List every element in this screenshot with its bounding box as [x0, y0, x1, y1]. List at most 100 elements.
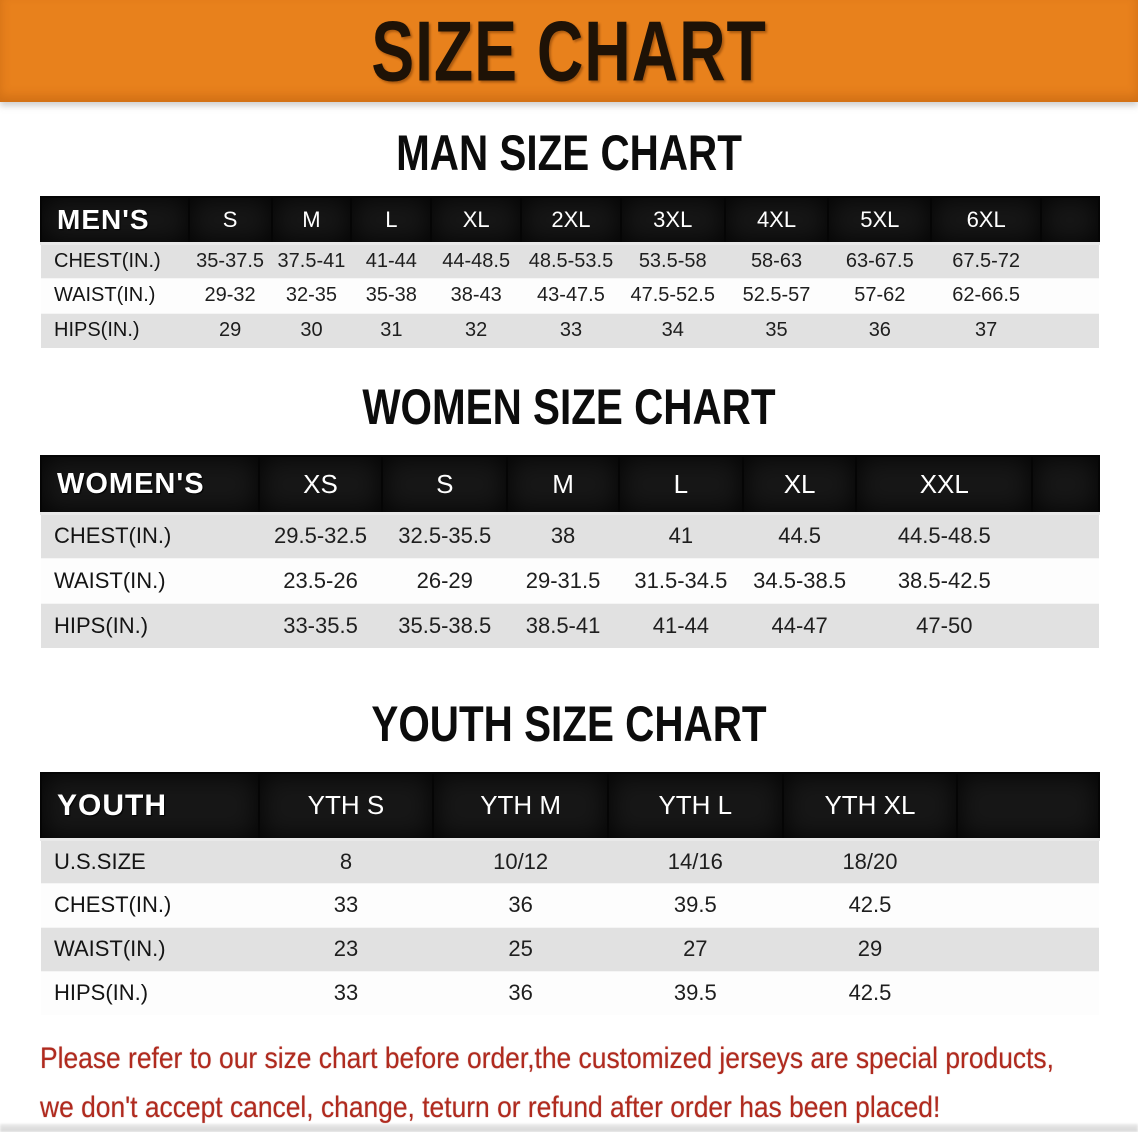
size-value-cell: 10/12: [433, 838, 608, 883]
size-value-cell: 33: [521, 312, 621, 348]
size-value-cell: 35-38: [351, 277, 432, 313]
measurement-label: CHEST(IN.): [41, 512, 259, 558]
size-column-header: L: [350, 196, 433, 245]
measurement-label: HIPS(IN.): [41, 602, 259, 648]
size-value-cell: 39.5: [607, 970, 783, 1015]
filler-cell: [957, 970, 1099, 1015]
size-value-cell: 35-37.5: [188, 242, 272, 278]
size-value-cell: 43-47.5: [521, 277, 621, 313]
measurement-row: CHEST(IN.) 29.5-32.5 32.5-35.5 38 41 44.5 44.5…: [41, 512, 1099, 558]
size-value-cell: 31.5-34.5: [618, 557, 743, 603]
measurement-label: WAIST(IN.): [41, 926, 259, 971]
measurement-row: HIPS(IN.) 29 30 31 32 33 34 35 36 37: [41, 312, 1099, 348]
filler-cell: [1032, 557, 1099, 603]
size-column-header: 4XL: [723, 196, 830, 245]
size-value-cell: 36: [433, 882, 608, 927]
measurement-row: WAIST(IN.) 23 25 27 29: [41, 926, 1099, 971]
size-value-cell: 42.5: [782, 882, 958, 927]
size-value-cell: 44.5: [742, 512, 857, 558]
size-value-cell: 23: [258, 926, 434, 971]
size-value-cell: 41-44: [618, 602, 743, 648]
size-value-cell: 8: [258, 838, 434, 883]
size-value-cell: 48.5-53.5: [521, 242, 621, 278]
size-value-cell: 38.5-41: [507, 602, 619, 648]
size-column-header: 3XL: [619, 196, 726, 245]
size-value-cell: 29: [188, 312, 272, 348]
size-column-header: 5XL: [827, 196, 933, 245]
size-column-header: XL: [741, 455, 858, 515]
size-value-cell: 33-35.5: [258, 602, 383, 648]
size-value-cell: 62-66.5: [931, 277, 1042, 313]
men-size-table: MEN'S S M L XL 2XL 3XL 4XL 5XL 6XL CHEST(IN.) 35-37…: [40, 196, 1100, 348]
filler-cell: [1041, 312, 1099, 348]
size-value-cell: 37: [931, 312, 1042, 348]
women-section-heading: WOMEN SIZE CHART: [362, 380, 776, 436]
size-value-cell: 25: [433, 926, 608, 971]
measurement-label: CHEST(IN.): [41, 882, 259, 927]
size-column-header: XL: [430, 196, 523, 245]
filler-cell: [956, 772, 1100, 841]
measurement-row: WAIST(IN.) 23.5-26 26-29 29-31.5 31.5-34.5 34…: [41, 557, 1099, 603]
table-header-row: MEN'S S M L XL 2XL 3XL 4XL 5XL 6XL: [40, 196, 1100, 245]
size-value-cell: 36: [828, 312, 932, 348]
measurement-label: U.S.SIZE: [41, 838, 259, 883]
measurement-label: HIPS(IN.): [41, 312, 189, 348]
size-value-cell: 33: [258, 882, 434, 927]
disclaimer-line-1: Please refer to our size chart before or…: [40, 1042, 1054, 1075]
size-value-cell: 26-29: [382, 557, 508, 603]
size-value-cell: 44-48.5: [431, 242, 522, 278]
size-value-cell: 18/20: [782, 838, 958, 883]
size-value-cell: 32: [431, 312, 522, 348]
measurement-row: HIPS(IN.) 33-35.5 35.5-38.5 38.5-41 41-44 44-…: [41, 602, 1099, 648]
measurement-row: CHEST(IN.) 35-37.5 37.5-41 41-44 44-48.5 48.5…: [41, 242, 1099, 278]
filler-cell: [957, 838, 1099, 883]
size-value-cell: 41: [618, 512, 743, 558]
size-value-cell: 58-63: [724, 242, 829, 278]
women-size-table: WOMEN'S XS S M L XL XXL CHEST(IN.) 29.5-32.5 32.5…: [40, 455, 1100, 648]
size-value-cell: 30: [271, 312, 352, 348]
filler-cell: [1032, 602, 1099, 648]
disclaimer: Please refer to our size chart before or…: [40, 1034, 1131, 1132]
size-column-header: YTH S: [257, 772, 435, 841]
men-section-heading: MAN SIZE CHART: [396, 126, 742, 182]
measurement-row: CHEST(IN.) 33 36 39.5 42.5: [41, 882, 1099, 927]
size-value-cell: 53.5-58: [620, 242, 725, 278]
filler-cell: [1032, 512, 1099, 558]
size-value-cell: 35: [724, 312, 829, 348]
size-column-header: XS: [257, 455, 384, 515]
size-value-cell: 23.5-26: [258, 557, 383, 603]
size-value-cell: 47-50: [856, 602, 1033, 648]
size-value-cell: 39.5: [607, 882, 783, 927]
size-value-cell: 29: [782, 926, 958, 971]
measurement-label: WAIST(IN.): [41, 557, 259, 603]
size-value-cell: 52.5-57: [724, 277, 829, 313]
size-value-cell: 32-35: [271, 277, 352, 313]
size-value-cell: 63-67.5: [828, 242, 932, 278]
size-value-cell: 27: [607, 926, 783, 971]
measurement-row: U.S.SIZE 8 10/12 14/16 18/20: [41, 838, 1099, 883]
measurement-label: WAIST(IN.): [41, 277, 189, 313]
measurement-row: WAIST(IN.) 29-32 32-35 35-38 38-43 43-47.5 47.…: [41, 277, 1099, 313]
filler-cell: [1041, 242, 1099, 278]
size-value-cell: 41-44: [351, 242, 432, 278]
size-column-header: YTH L: [606, 772, 784, 841]
filler-cell: [1041, 277, 1099, 313]
size-value-cell: 29-31.5: [507, 557, 619, 603]
size-value-cell: 33: [258, 970, 434, 1015]
table-header-label: MEN'S: [40, 196, 190, 245]
measurement-row: HIPS(IN.) 33 36 39.5 42.5: [41, 970, 1099, 1015]
size-column-header: S: [187, 196, 273, 245]
size-value-cell: 38.5-42.5: [856, 557, 1033, 603]
size-column-header: S: [381, 455, 509, 515]
banner-title: SIZE CHART: [371, 3, 767, 99]
size-value-cell: 47.5-52.5: [620, 277, 725, 313]
size-value-cell: 34: [620, 312, 725, 348]
size-column-header: L: [617, 455, 744, 515]
size-value-cell: 29.5-32.5: [258, 512, 383, 558]
youth-size-table: YOUTH YTH S YTH M YTH L YTH XL U.S.SIZE 8 10/12…: [40, 772, 1100, 1015]
bottom-edge-shadow: [0, 1124, 1138, 1132]
size-value-cell: 42.5: [782, 970, 958, 1015]
filler-cell: [957, 882, 1099, 927]
size-value-cell: 38-43: [431, 277, 522, 313]
